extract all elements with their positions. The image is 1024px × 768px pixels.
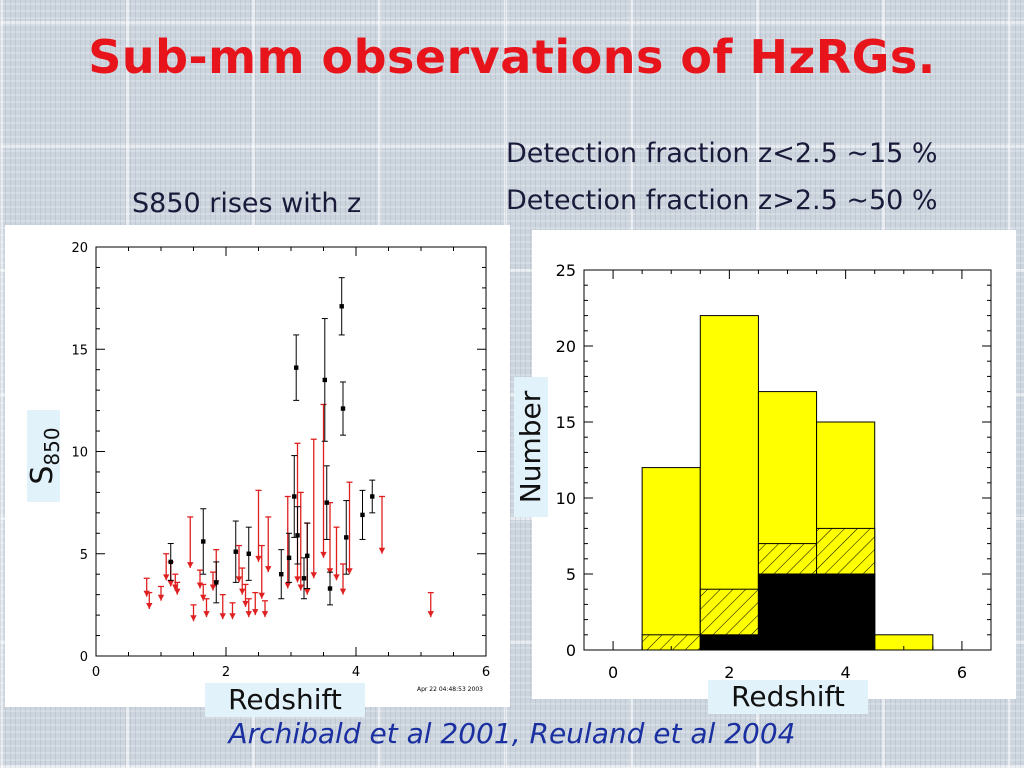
upper-limit-marker (255, 489, 262, 562)
scatter-chart: 0 2 4 6 0 5 10 15 20 Apr 22 04:48:53 2003 (71, 241, 490, 693)
scatter-xtick-label: 2 (222, 665, 230, 680)
scatter-xtick-label: 4 (352, 665, 360, 680)
detection-point (301, 557, 307, 600)
scatter-stamp: Apr 22 04:48:53 2003 (417, 686, 483, 693)
scatter-ylabel-sub: 850 (40, 427, 64, 466)
scatter-ytick-label: 10 (71, 446, 88, 461)
scatter-ylabel-main: S (25, 465, 60, 485)
upper-limit-marker (190, 604, 197, 622)
upper-limit-marker (261, 600, 269, 618)
detection-point (200, 508, 207, 575)
upper-limit-marker (200, 583, 207, 601)
histogram-ytick-label: 15 (556, 413, 576, 432)
upper-limit-marker (427, 591, 434, 618)
scatter-frame (95, 246, 487, 657)
detection-point (338, 277, 345, 336)
scatter-ytick-label: 15 (71, 343, 88, 358)
scatter-xtick-label: 6 (482, 665, 490, 680)
upper-limit-marker (245, 598, 252, 618)
detection-point (327, 571, 333, 606)
upper-limit-marker (252, 591, 259, 616)
upper-limit-marker (209, 571, 217, 591)
histogram-xtick-label: 6 (957, 663, 967, 682)
upper-limit-marker (235, 544, 243, 583)
citation: Archibald et al 2001, Reuland et al 2004 (228, 717, 796, 750)
histogram-ytick-label: 10 (556, 489, 576, 508)
detection-point (321, 318, 328, 442)
scatter-ylabel-box: S850 (25, 410, 64, 502)
scatter-ytick-label: 5 (80, 548, 88, 563)
upper-limit-marker (326, 501, 334, 575)
histogram-panel: 0 2 4 6 0 5 10 15 20 25 (532, 230, 1016, 699)
upper-limit-marker (310, 438, 317, 579)
histogram-bar-detected (757, 573, 818, 651)
upper-limit-marker (239, 567, 246, 595)
upper-limit-marker (203, 598, 210, 618)
histogram-ytick-label: 25 (556, 261, 576, 280)
histogram-ylabel: Number (514, 390, 547, 504)
histogram-ylabel-box: Number (514, 377, 548, 517)
upper-limit-marker (297, 491, 304, 591)
histogram-bar-all (641, 467, 701, 651)
upper-limit-marker (146, 591, 153, 609)
detection-point (291, 455, 298, 538)
scatter-xlabel: Redshift (205, 683, 365, 717)
detection-point (232, 520, 239, 583)
histogram-xtick-label: 4 (841, 663, 851, 682)
scatter-panel: 0 2 4 6 0 5 10 15 20 Apr 22 04:48:53 2003 (5, 225, 510, 707)
upper-limit-marker (265, 516, 272, 573)
detection-point (167, 543, 174, 581)
upper-limit-marker (333, 526, 340, 581)
upper-limit-marker (320, 403, 327, 558)
detection-point (340, 381, 346, 436)
upper-limit-marker (339, 563, 347, 595)
detection-point (343, 500, 350, 575)
histogram-xlabel: Redshift (708, 680, 868, 714)
histogram-xtick-label: 2 (724, 663, 734, 682)
upper-limit-marker (219, 593, 226, 620)
histogram-bar-detected (816, 573, 876, 651)
detection-point (293, 334, 300, 401)
detection-point (278, 549, 285, 600)
detection-point (286, 532, 293, 583)
upper-limit-marker (229, 602, 236, 620)
histogram-ytick-label: 0 (566, 641, 576, 660)
upper-limit-marker (346, 481, 353, 575)
detection-point (323, 465, 330, 540)
scatter-xtick-label: 0 (92, 665, 100, 680)
upper-limit-marker (163, 553, 170, 581)
detection-point (213, 561, 220, 604)
detection-point (369, 479, 376, 514)
histogram-ytick-label: 5 (566, 565, 576, 584)
detection-point (304, 522, 311, 590)
scatter-ytick-label: 0 (80, 650, 88, 665)
left-note: S850 rises with z (132, 188, 362, 219)
upper-limit-marker (242, 583, 249, 607)
right-note-high-z: Detection fraction z>2.5 ~50 % (506, 185, 938, 216)
upper-limit-marker (187, 516, 194, 569)
upper-limit-marker (174, 581, 181, 595)
right-note-low-z: Detection fraction z<2.5 ~15 % (506, 138, 938, 169)
histogram-xtick-label: 0 (608, 663, 618, 682)
upper-limit-marker (258, 544, 265, 599)
upper-limit-marker (378, 495, 386, 554)
detection-point (245, 526, 252, 581)
upper-limit-marker (284, 495, 291, 589)
scatter-ytick-label: 20 (71, 241, 88, 256)
upper-limit-marker (157, 585, 165, 601)
detection-point (359, 489, 366, 540)
histogram-ytick-label: 20 (556, 337, 576, 356)
upper-limit-marker (196, 569, 204, 589)
histogram-chart: 0 2 4 6 0 5 10 15 20 25 (556, 261, 992, 682)
slide-title: Sub-mm observations of HzRGs. (88, 30, 936, 84)
scatter-ylabel: S850 (25, 410, 64, 502)
detection-point (294, 506, 301, 565)
